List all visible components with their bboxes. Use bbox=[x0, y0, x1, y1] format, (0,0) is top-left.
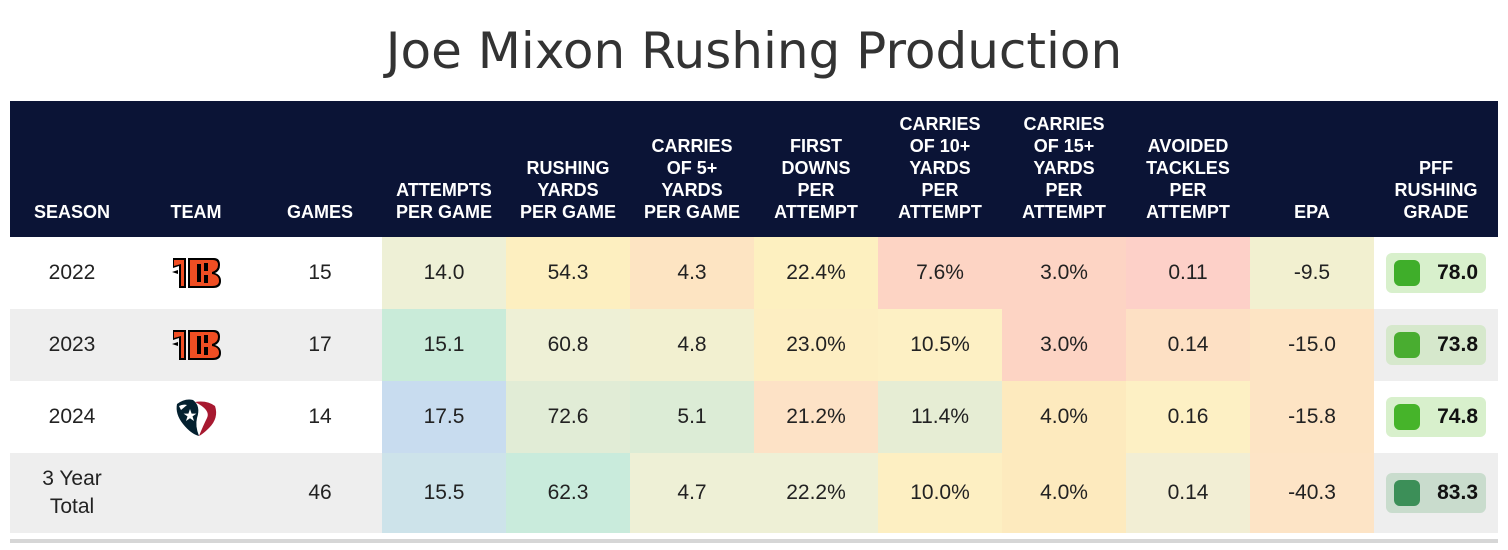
stat-cell: 3.0% bbox=[1002, 309, 1126, 381]
games-cell: 46 bbox=[258, 453, 382, 533]
stat-cell: 21.2% bbox=[754, 381, 878, 453]
column-header: RUSHING YARDS PER GAME bbox=[519, 158, 616, 222]
grade-badge: 73.8 bbox=[1386, 325, 1486, 365]
column-header: TEAM bbox=[170, 202, 222, 222]
column-header: FIRST DOWNS PER ATTEMPT bbox=[774, 136, 858, 222]
column-header: SEASON bbox=[33, 202, 111, 222]
stat-cell: 62.3 bbox=[506, 453, 630, 533]
column-header: EPA bbox=[1294, 202, 1330, 222]
stat-cell: 22.2% bbox=[754, 453, 878, 533]
games-cell: 14 bbox=[308, 405, 332, 428]
stat-cell: 22.4% bbox=[754, 237, 878, 309]
stat-cell: 14.0 bbox=[382, 237, 506, 309]
grade-color-square bbox=[1394, 260, 1420, 286]
bengals-logo-icon bbox=[172, 330, 221, 360]
stat-cell: 4.3 bbox=[630, 237, 754, 309]
grade-value: 83.3 bbox=[1437, 481, 1478, 504]
team-cell bbox=[134, 309, 258, 381]
stat-cell: 10.0% bbox=[878, 453, 1002, 533]
grade-color-square bbox=[1394, 404, 1420, 430]
stat-cell: 0.16 bbox=[1126, 381, 1250, 453]
games-cell: 17 bbox=[258, 309, 382, 381]
team-cell bbox=[134, 453, 258, 533]
season-cell: 2022 bbox=[48, 261, 96, 284]
grade-color-square bbox=[1394, 480, 1420, 506]
stat-cell: 3.0% bbox=[1002, 237, 1126, 309]
grade-badge: 83.3 bbox=[1386, 473, 1486, 513]
stat-cell: 0.11 bbox=[1126, 237, 1250, 309]
stat-cell: 15.5 bbox=[382, 453, 506, 533]
stat-cell: 11.4% bbox=[878, 381, 1002, 453]
stat-cell: 15.1 bbox=[382, 309, 506, 381]
table-row: 2023 17 15.1 60.8 4.8 23.0% 10.5% 3.0% 0.14 -15.0… bbox=[10, 309, 1498, 381]
column-header: ATTEMPTS PER GAME bbox=[395, 180, 492, 222]
stat-cell: 0.14 bbox=[1126, 453, 1250, 533]
grade-value: 73.8 bbox=[1437, 333, 1478, 356]
stat-cell: 7.6% bbox=[878, 237, 1002, 309]
grade-badge: 78.0 bbox=[1386, 253, 1486, 293]
stat-cell: -40.3 bbox=[1250, 453, 1374, 533]
stat-cell: 5.1 bbox=[630, 381, 754, 453]
stat-cell: 60.8 bbox=[506, 309, 630, 381]
grade-color-square bbox=[1394, 332, 1420, 358]
header-row: SEASON TEAM GAMES ATTEMPTS PER GAME RUSHING YA… bbox=[10, 101, 1498, 237]
column-header: CARRIES OF 5+ YARDS PER GAME bbox=[643, 136, 740, 222]
grade-value: 78.0 bbox=[1437, 261, 1478, 284]
season-cell: 2023 bbox=[10, 309, 134, 381]
stat-cell: 10.5% bbox=[878, 309, 1002, 381]
stat-cell: -15.8 bbox=[1250, 381, 1374, 453]
stat-cell: 72.6 bbox=[506, 381, 630, 453]
bengals-logo-icon bbox=[172, 258, 221, 288]
stat-cell: 23.0% bbox=[754, 309, 878, 381]
chart-title: Joe Mixon Rushing Production bbox=[385, 22, 1123, 80]
team-cell bbox=[134, 237, 258, 309]
table-row: 3 Year Total 46 15.5 62.3 4.7 22.2% 10.0% 4.0% 0.… bbox=[10, 453, 1498, 533]
grade-cell: 73.8 bbox=[1374, 309, 1498, 381]
stat-cell: 54.3 bbox=[506, 237, 630, 309]
grade-cell: 78.0 bbox=[1374, 237, 1498, 309]
grade-badge: 74.8 bbox=[1386, 397, 1486, 437]
column-header: CARRIES OF 15+ YARDS PER ATTEMPT bbox=[1022, 114, 1106, 222]
season-cell: 2024 bbox=[48, 405, 96, 428]
stat-cell: 4.0% bbox=[1002, 453, 1126, 533]
grade-value: 74.8 bbox=[1437, 405, 1478, 428]
season-cell: 3 Year Total bbox=[10, 453, 134, 533]
column-header: PFF RUSHING GRADE bbox=[1394, 158, 1478, 222]
column-header: AVOIDED TACKLES PER ATTEMPT bbox=[1146, 136, 1230, 222]
stat-cell: 4.8 bbox=[630, 309, 754, 381]
games-cell: 15 bbox=[308, 261, 332, 284]
stat-cell: 4.7 bbox=[630, 453, 754, 533]
stat-cell: -15.0 bbox=[1250, 309, 1374, 381]
bottom-rule bbox=[10, 539, 1498, 543]
stat-cell: 17.5 bbox=[382, 381, 506, 453]
column-header: GAMES bbox=[286, 202, 353, 222]
grade-cell: 74.8 bbox=[1374, 381, 1498, 453]
column-header: CARRIES OF 10+ YARDS PER ATTEMPT bbox=[898, 114, 982, 222]
grade-cell: 83.3 bbox=[1374, 453, 1498, 533]
stats-table: SEASON TEAM GAMES ATTEMPTS PER GAME RUSHING YA… bbox=[10, 101, 1498, 533]
table-row: 2024 14 17.5 72.6 5.1 21.2% 11.4% 4.0% 0.16 -15.8… bbox=[10, 381, 1498, 453]
stat-cell: -9.5 bbox=[1250, 237, 1374, 309]
table-row: 2022 15 14.0 54.3 4.3 22.4% 7.6% 3.0% 0.11 -9.5 78… bbox=[10, 237, 1498, 309]
stat-cell: 0.14 bbox=[1126, 309, 1250, 381]
stat-cell: 4.0% bbox=[1002, 381, 1126, 453]
team-cell bbox=[134, 381, 258, 453]
texans-logo-icon bbox=[176, 399, 217, 436]
